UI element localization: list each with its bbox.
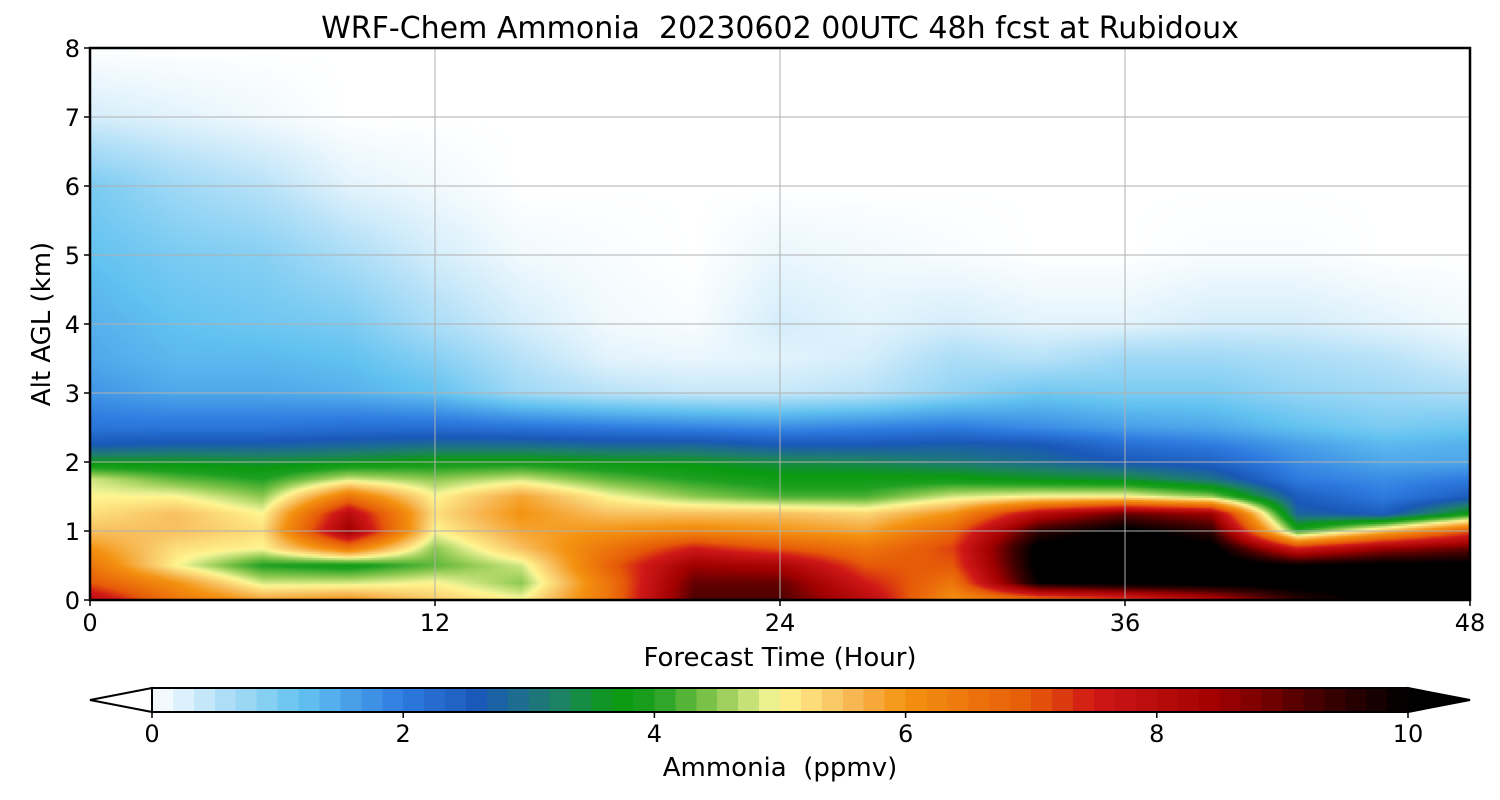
colorbar-extend-high xyxy=(1407,686,1471,714)
colorbar-tick-label: 2 xyxy=(396,720,411,748)
y-axis-ticks: 0 1 2 3 4 5 6 7 8 xyxy=(65,35,90,615)
colorbar-frame xyxy=(151,687,1409,713)
x-tick-label: 48 xyxy=(1455,609,1486,637)
x-tick-label: 12 xyxy=(420,609,451,637)
x-axis-ticks: 0 12 24 36 48 xyxy=(82,600,1485,637)
y-tick-label: 2 xyxy=(65,449,80,477)
y-tick-label: 3 xyxy=(65,380,80,408)
y-tick-label: 6 xyxy=(65,173,80,201)
y-tick-label: 5 xyxy=(65,242,80,270)
colorbar-ticks: 0 2 4 6 8 10 xyxy=(144,712,1423,748)
colorbar-tick-label: 10 xyxy=(1393,720,1424,748)
y-tick-label: 0 xyxy=(65,587,80,615)
grid-lines xyxy=(90,48,1470,600)
y-tick-label: 4 xyxy=(65,311,80,339)
colorbar-tick-label: 0 xyxy=(144,720,159,748)
colorbar-label: Ammonia (ppmv) xyxy=(663,753,898,783)
x-axis-label: Forecast Time (Hour) xyxy=(643,643,916,673)
x-tick-label: 36 xyxy=(1110,609,1141,637)
x-tick-label: 0 xyxy=(82,609,97,637)
chart-title: WRF-Chem Ammonia 20230602 00UTC 48h fcst… xyxy=(321,11,1239,46)
colorbar-tick-label: 6 xyxy=(898,720,913,748)
y-tick-label: 7 xyxy=(65,104,80,132)
colorbar-extend-low xyxy=(89,686,153,714)
colorbar-tick-label: 8 xyxy=(1149,720,1164,748)
y-tick-label: 1 xyxy=(65,518,80,546)
y-tick-label: 8 xyxy=(65,35,80,63)
y-axis-label: Alt AGL (km) xyxy=(27,242,57,406)
colorbar: 0 2 4 6 8 10 Ammonia (ppmv) xyxy=(89,686,1471,783)
colorbar-body xyxy=(152,688,1408,712)
x-tick-label: 24 xyxy=(765,609,796,637)
colorbar-tick-label: 4 xyxy=(647,720,662,748)
